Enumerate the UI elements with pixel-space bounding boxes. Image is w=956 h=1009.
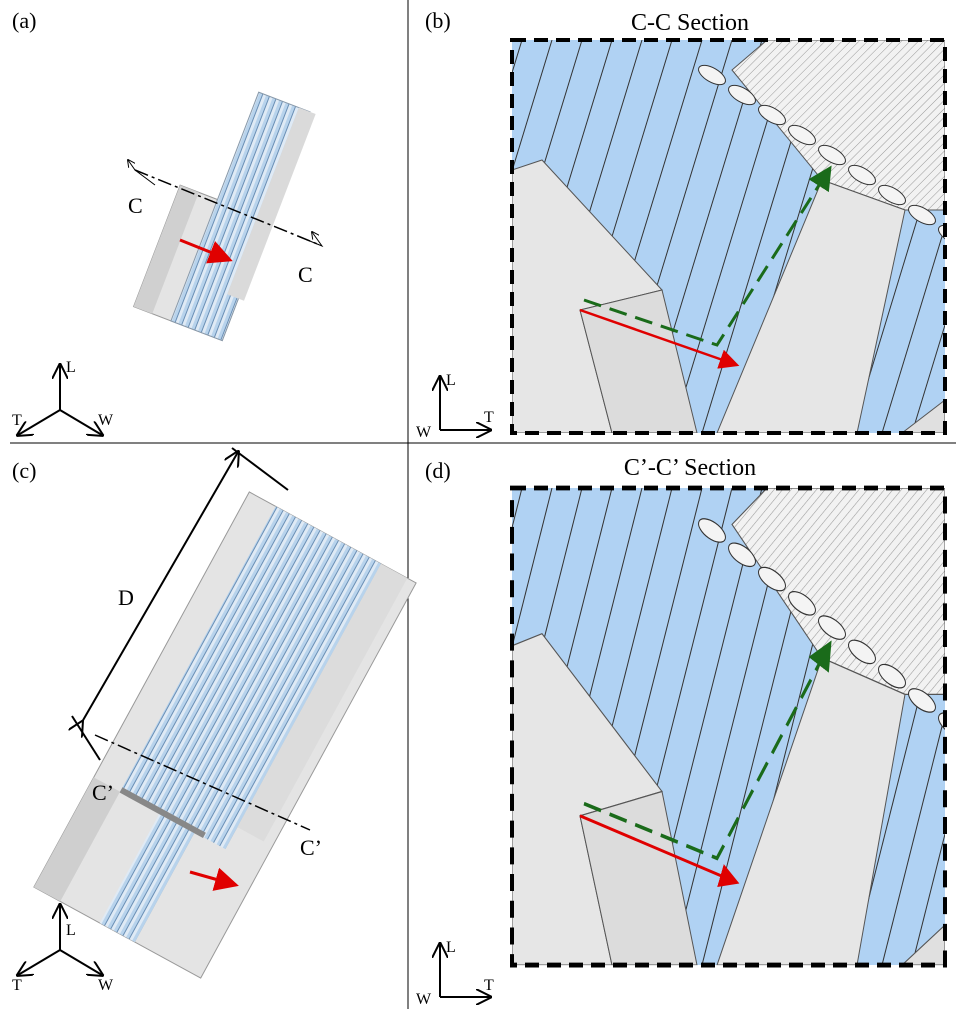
panel-d: (d) C’-C’ Section bbox=[372, 455, 956, 965]
axis-label: T bbox=[12, 977, 22, 994]
axis-label: L bbox=[66, 359, 76, 376]
section-view bbox=[372, 488, 956, 965]
cut-label: C bbox=[128, 193, 143, 218]
axis-label: W bbox=[416, 424, 432, 441]
axis-label: L bbox=[446, 372, 456, 389]
section-title: C’-C’ Section bbox=[624, 455, 756, 481]
axis-label: T bbox=[484, 977, 494, 994]
panel-c: (c) D C’ C’ bbox=[12, 448, 416, 978]
cut-label: C bbox=[298, 262, 313, 287]
axis-label: T bbox=[12, 412, 22, 429]
axis-label: L bbox=[66, 922, 76, 939]
cut-label: C’ bbox=[92, 780, 114, 805]
panel-label: (c) bbox=[12, 458, 36, 483]
axis-label: W bbox=[98, 977, 114, 994]
figure: (a) C C (b) C-C Section (c) D C’ C’ (d) … bbox=[0, 0, 956, 1009]
axis-label: T bbox=[484, 409, 494, 426]
panel-a: (a) C C bbox=[12, 8, 322, 343]
axis-label: L bbox=[446, 939, 456, 956]
section-view bbox=[372, 40, 956, 433]
section-title: C-C Section bbox=[631, 10, 749, 36]
panel-label: (b) bbox=[425, 8, 451, 33]
plate bbox=[134, 78, 316, 343]
panel-b: (b) C-C Section bbox=[372, 8, 956, 433]
panel-label: (a) bbox=[12, 8, 36, 33]
axis-label: W bbox=[98, 412, 114, 429]
plate bbox=[34, 492, 416, 978]
axis-label: W bbox=[416, 991, 432, 1008]
panel-label: (d) bbox=[425, 458, 451, 483]
cut-label: C’ bbox=[300, 835, 322, 860]
dimension-label: D bbox=[118, 585, 134, 610]
